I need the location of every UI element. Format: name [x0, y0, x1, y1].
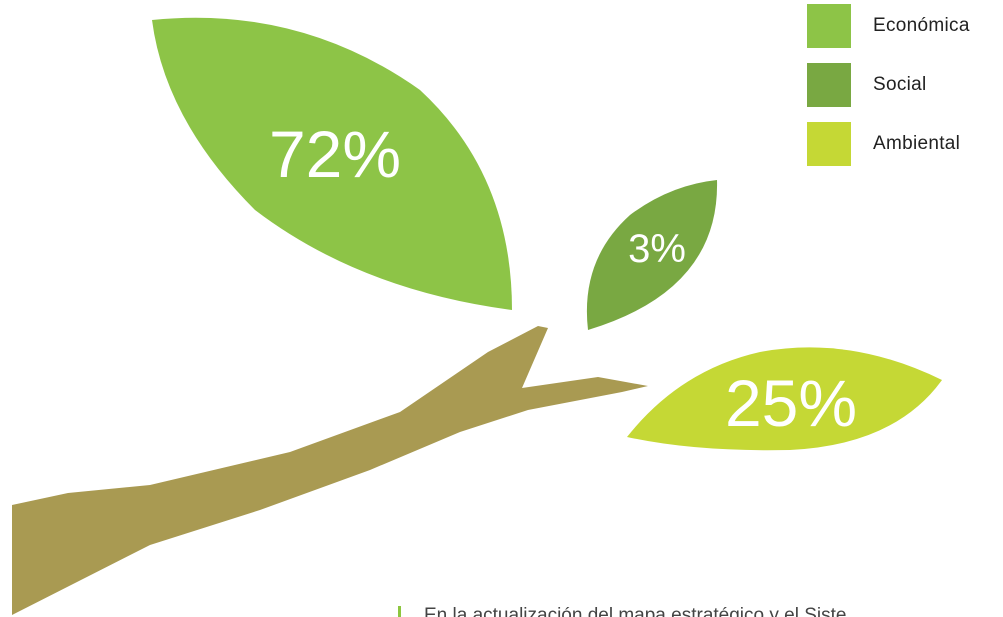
- caption-text: En la actualización del mapa estratégico…: [424, 605, 847, 617]
- leaf-ambiental: [627, 347, 942, 451]
- branch-shape: [12, 326, 648, 615]
- legend-item-economica: Económica: [807, 4, 1003, 48]
- legend-label: Social: [873, 74, 927, 95]
- legend-label: Económica: [873, 15, 970, 36]
- value-label-social: 3%: [628, 227, 686, 271]
- legend-item-ambiental: Ambiental: [807, 122, 1003, 166]
- caption: En la actualización del mapa estratégico…: [398, 604, 1003, 617]
- leaf-social: [586, 180, 718, 330]
- value-label-economica: 72%: [269, 117, 401, 191]
- legend-swatch: [807, 4, 851, 48]
- caption-marker: [398, 606, 401, 617]
- legend-label: Ambiental: [873, 133, 961, 154]
- legend-swatch: [807, 63, 851, 107]
- value-label-ambiental: 25%: [725, 366, 857, 440]
- legend: Económica Social Ambiental: [807, 4, 1003, 181]
- leaf-economica: [152, 17, 512, 310]
- legend-item-social: Social: [807, 63, 1003, 107]
- legend-swatch: [807, 122, 851, 166]
